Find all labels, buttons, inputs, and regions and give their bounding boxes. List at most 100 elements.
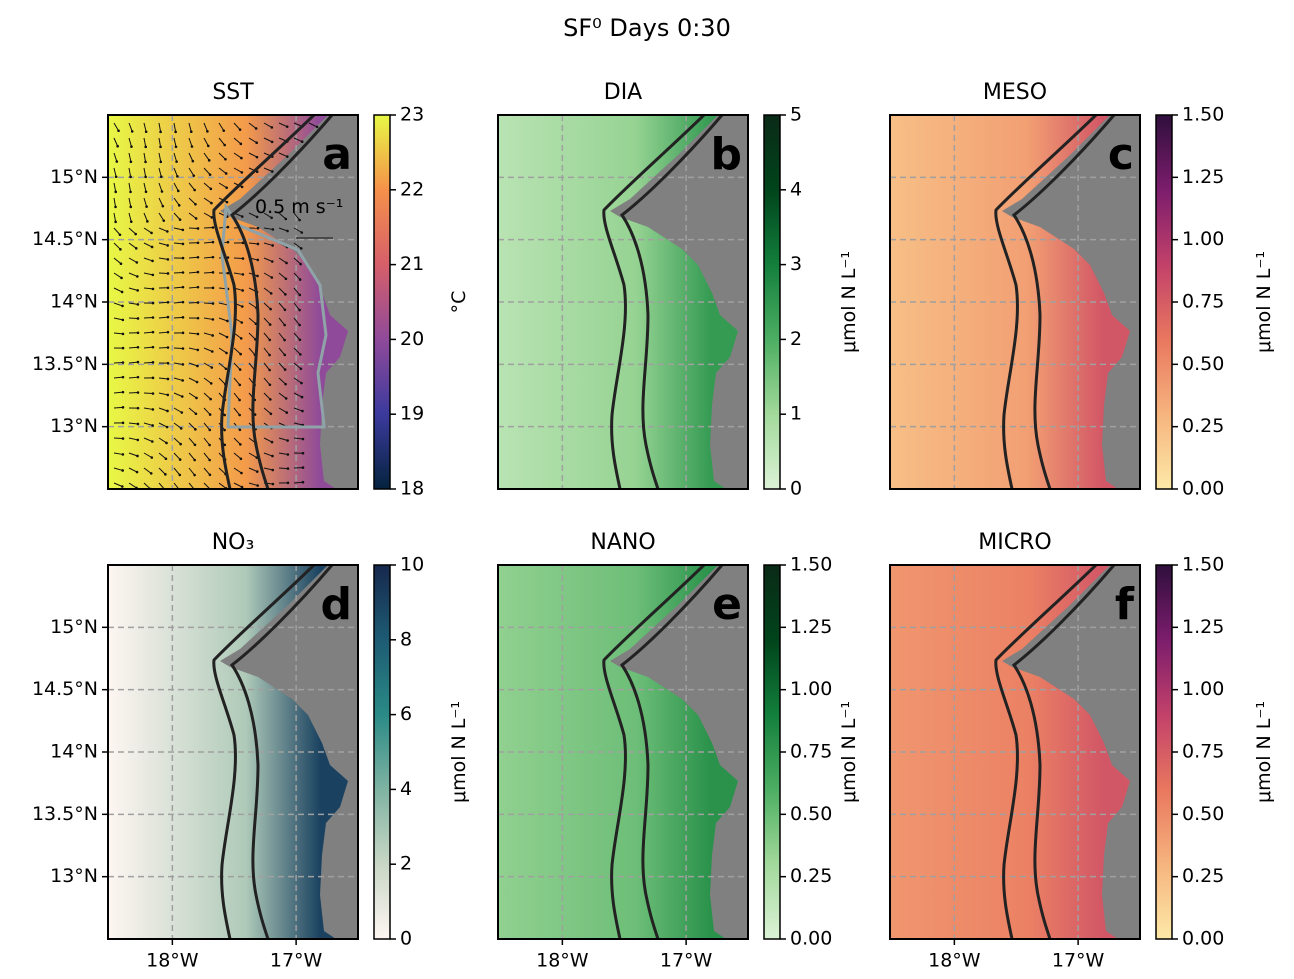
quiver-arrow — [128, 122, 133, 132]
quiver-head — [166, 330, 170, 334]
quiver-head — [151, 287, 155, 291]
quiver-head — [206, 144, 210, 148]
quiver-arrow — [128, 361, 139, 364]
quiver-head — [166, 244, 169, 247]
colorbar-tick-label: 0.50 — [1182, 803, 1224, 825]
quiver-arrow — [128, 422, 139, 425]
quiver-arrow — [278, 377, 286, 385]
quiver-arrow — [113, 242, 121, 250]
contour — [994, 115, 1098, 489]
quiver-arrow — [158, 227, 168, 232]
quiver-head — [196, 348, 200, 352]
quiver-head — [166, 346, 170, 349]
colorbar-label: μmol N L⁻¹ — [1253, 251, 1275, 353]
quiver-head — [298, 338, 302, 342]
colorbar-tick-label: 1.50 — [1182, 554, 1224, 576]
quiver-arrow — [158, 331, 169, 334]
quiver-head — [208, 443, 211, 447]
quiver-head — [224, 367, 228, 371]
quiver-arrow — [143, 182, 147, 192]
quiver-head — [238, 428, 242, 432]
quiver-arrow — [218, 347, 227, 354]
quiver-key-label: 0.5 m s⁻¹ — [255, 196, 343, 218]
quiver-head — [174, 130, 177, 134]
quiver-arrow — [173, 137, 177, 147]
quiver-head — [193, 443, 197, 447]
contour — [212, 565, 316, 939]
quiver-head — [211, 255, 215, 259]
contour — [229, 565, 334, 939]
quiver-head — [179, 442, 182, 446]
quiver-head — [269, 412, 273, 416]
colorbar-tick-label: 0.50 — [790, 803, 832, 825]
quiver-head — [194, 428, 197, 431]
quiver-arrow — [173, 347, 184, 350]
quiver-arrow — [158, 137, 162, 147]
quiver-head — [241, 257, 245, 260]
quiver-arrow — [263, 137, 273, 143]
quiver-head — [166, 377, 170, 381]
quiver-arrow — [203, 407, 211, 415]
quiver-head — [239, 443, 242, 446]
colorbar-tick-label: 8 — [400, 628, 412, 650]
quiver-head — [181, 285, 185, 289]
quiver-arrow — [113, 482, 123, 487]
quiver-arrow — [143, 167, 147, 177]
quiver-arrow — [143, 197, 148, 207]
colorbar-tick-label: 0 — [400, 928, 412, 950]
quiver-head — [298, 278, 302, 281]
quiver-head — [151, 424, 154, 427]
quiver-head — [175, 160, 178, 163]
quiver-head — [151, 376, 155, 380]
quiver-arrow — [248, 347, 256, 356]
quiver-head — [129, 205, 133, 209]
panel-letter: c — [1108, 129, 1134, 180]
quiver-head — [299, 353, 302, 356]
quiver-head — [114, 205, 117, 209]
quiver-head — [136, 375, 140, 379]
quiver-head — [256, 274, 259, 278]
quiver-head — [270, 440, 274, 444]
quiver-head — [301, 466, 305, 469]
quiver-arrow — [158, 301, 169, 304]
quiver-head — [196, 301, 200, 304]
quiver-arrow — [233, 272, 243, 275]
quiver-arrow — [263, 122, 273, 128]
quiver-arrow — [263, 467, 273, 471]
quiver-head — [149, 472, 153, 475]
quiver-head — [129, 190, 132, 194]
quiver-arrow — [143, 122, 147, 132]
quiver-head — [121, 346, 125, 350]
quiver-arrow — [173, 152, 178, 162]
quiver-arrow — [158, 467, 166, 475]
land — [1002, 565, 1140, 939]
quiver-head — [121, 421, 125, 425]
quiver-arrow — [188, 271, 199, 274]
quiver-head — [166, 393, 170, 397]
colorbar-tick-label: 0.25 — [790, 865, 832, 887]
quiver-head — [195, 380, 199, 384]
quiver-arrow — [203, 437, 210, 446]
quiver-arrow — [263, 242, 273, 246]
quiver-arrow — [278, 272, 287, 280]
quiver-head — [166, 361, 170, 365]
quiver-arrow — [248, 242, 259, 245]
quiver-arrow — [233, 122, 241, 130]
colorbar-tick-label: 3 — [790, 253, 802, 275]
quiver-arrow — [158, 152, 162, 162]
quiver-arrow — [293, 242, 302, 249]
quiver-arrow — [263, 302, 271, 310]
x-tick-label: 18°W — [928, 950, 981, 972]
quiver-head — [268, 338, 272, 342]
quiver-head — [196, 316, 200, 320]
quiver-head — [178, 473, 182, 477]
colorbar-tick-label: 2 — [790, 328, 802, 350]
quiver-head — [136, 360, 140, 364]
quiver-arrow — [278, 392, 287, 399]
quiver-arrow — [113, 437, 124, 440]
quiver-head — [151, 345, 155, 349]
colorbar-tick-label: 0.00 — [790, 928, 832, 950]
quiver-head — [136, 391, 140, 394]
quiver-arrow — [293, 332, 301, 341]
